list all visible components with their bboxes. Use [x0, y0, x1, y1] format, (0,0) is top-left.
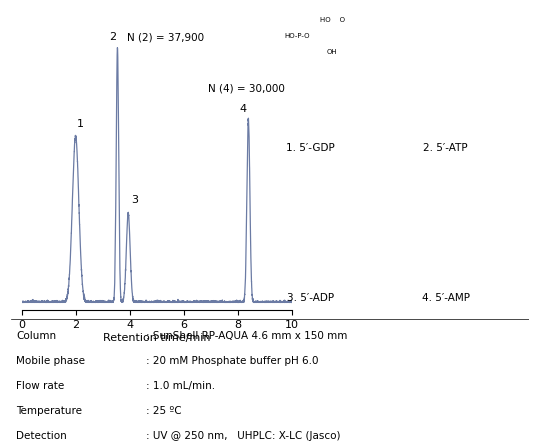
- Text: : 20 mM Phosphate buffer pH 6.0: : 20 mM Phosphate buffer pH 6.0: [146, 356, 318, 366]
- Text: 1. 5′-GDP: 1. 5′-GDP: [286, 143, 335, 153]
- Text: 1: 1: [77, 119, 84, 129]
- Text: : UV @ 250 nm,   UHPLC: X-LC (Jasco): : UV @ 250 nm, UHPLC: X-LC (Jasco): [146, 431, 340, 440]
- Text: Mobile phase: Mobile phase: [16, 356, 85, 366]
- Text: N (4) = 30,000: N (4) = 30,000: [208, 83, 285, 93]
- Text: 3. 5′-ADP: 3. 5′-ADP: [287, 293, 334, 303]
- X-axis label: Retention time/min: Retention time/min: [103, 333, 211, 342]
- Text: : 25 ºC: : 25 ºC: [146, 406, 181, 416]
- Text: 2: 2: [109, 32, 116, 42]
- Text: 4. 5′-AMP: 4. 5′-AMP: [422, 293, 469, 303]
- Text: HO    O: HO O: [320, 17, 345, 23]
- Text: 4: 4: [240, 104, 247, 113]
- Text: 3: 3: [132, 195, 138, 206]
- Text: 2. 5′-ATP: 2. 5′-ATP: [423, 143, 468, 153]
- Text: Temperature: Temperature: [16, 406, 82, 416]
- Text: : SunShell RP-AQUA 4.6 mm x 150 mm: : SunShell RP-AQUA 4.6 mm x 150 mm: [146, 331, 347, 341]
- Text: OH: OH: [327, 49, 338, 55]
- Text: HO-P-O: HO-P-O: [284, 33, 310, 39]
- Text: Flow rate: Flow rate: [16, 381, 64, 391]
- Text: Column: Column: [16, 331, 56, 341]
- Text: N (2) = 37,900: N (2) = 37,900: [127, 32, 204, 42]
- Text: Detection: Detection: [16, 431, 67, 440]
- Text: : 1.0 mL/min.: : 1.0 mL/min.: [146, 381, 215, 391]
